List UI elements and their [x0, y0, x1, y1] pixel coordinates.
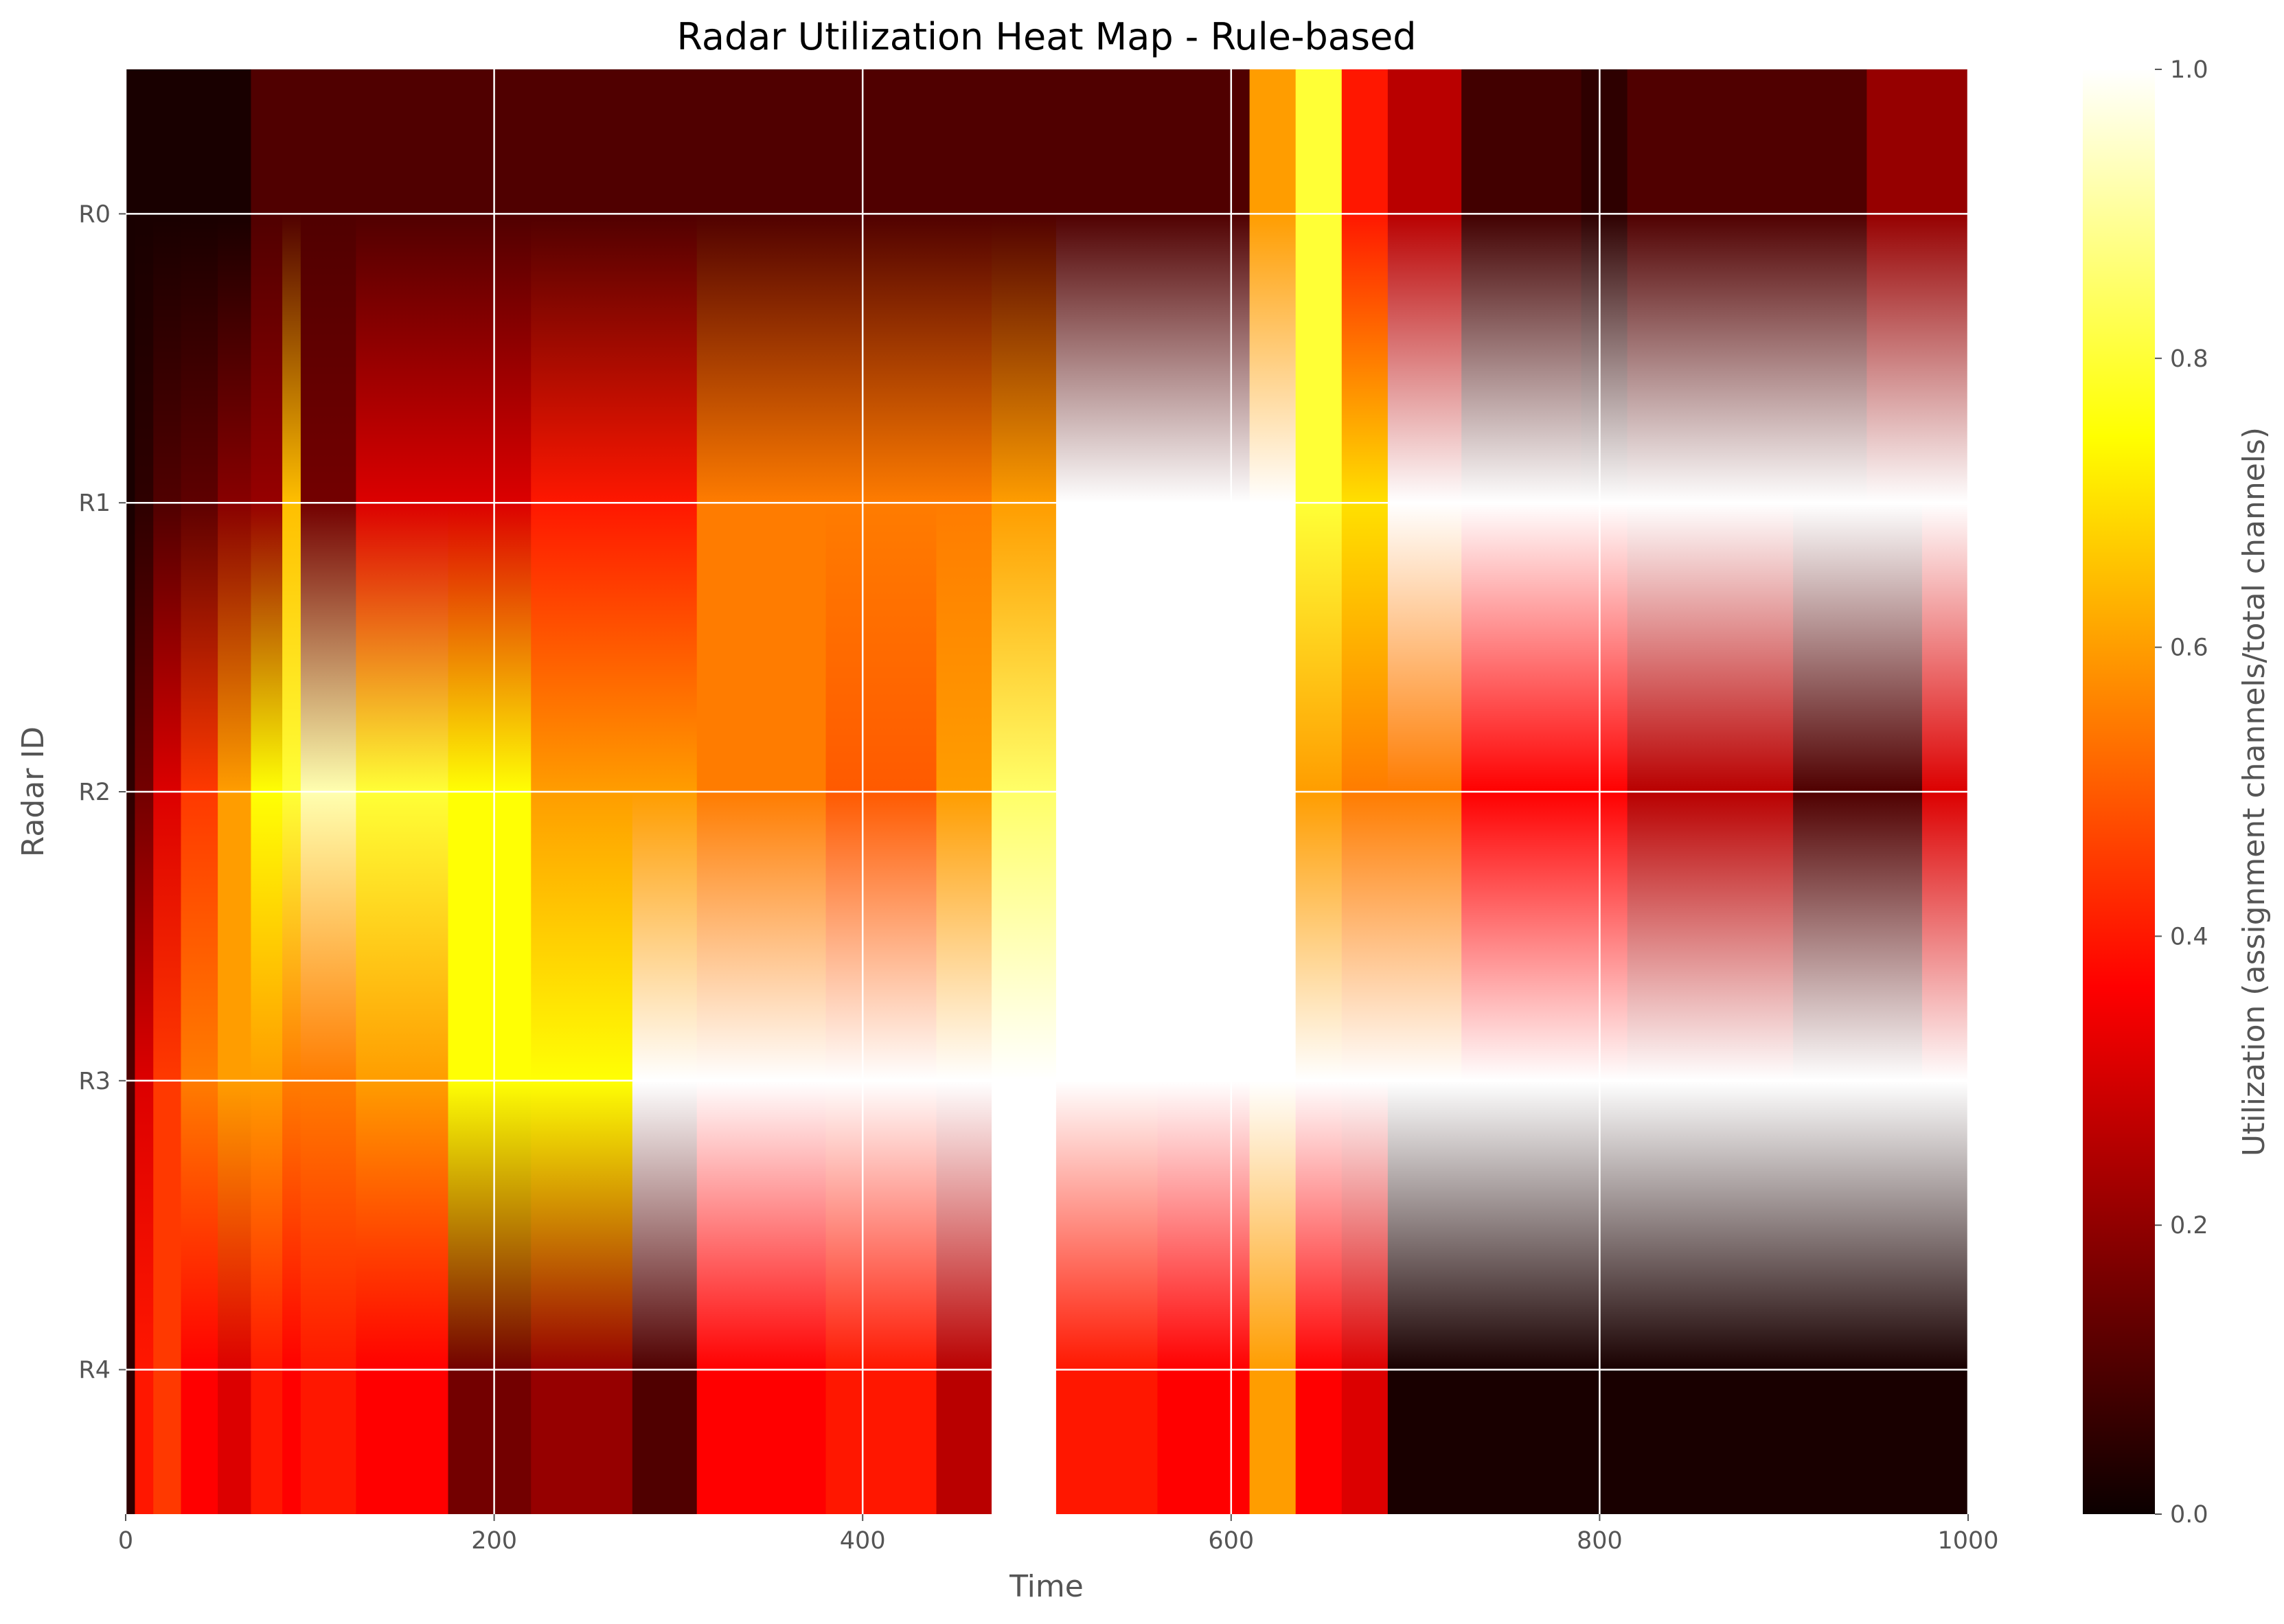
x-tick-label: 800 [1577, 1527, 1623, 1555]
y-tick-label: R3 [78, 1068, 111, 1095]
colorbar-tick-label: 1.0 [2170, 56, 2208, 84]
y-tick-label: R2 [78, 779, 111, 806]
colorbar-label: Utilization (assignment channels/total c… [2237, 427, 2272, 1156]
x-tick-label: 200 [471, 1527, 517, 1555]
x-axis-label: Time [1009, 1569, 1084, 1604]
grid-lines [126, 69, 1968, 1514]
chart-title: Radar Utilization Heat Map - Rule-based [677, 15, 1417, 58]
colorbar [2083, 69, 2155, 1514]
x-axis: 0 200 400 600 800 1000 [118, 1514, 1999, 1555]
y-tick-label: R4 [78, 1357, 111, 1384]
y-tick-label: R1 [78, 490, 111, 517]
x-tick-label: 400 [840, 1527, 886, 1555]
colorbar-tick-label: 0.4 [2170, 923, 2208, 950]
colorbar-tick-label: 0.2 [2170, 1212, 2208, 1239]
x-tick-label: 1000 [1937, 1527, 1998, 1555]
plot-area [126, 69, 1968, 1514]
y-axis-label: Radar ID [16, 727, 51, 857]
x-tick-label: 600 [1208, 1527, 1254, 1555]
y-tick-label: R0 [78, 201, 111, 228]
colorbar-axis: 0.0 0.2 0.4 0.6 0.8 1.0 [2155, 56, 2208, 1529]
y-axis: R0 R1 R2 R3 R4 [78, 201, 126, 1384]
colorbar-tick-label: 0.6 [2170, 634, 2208, 662]
x-tick-label: 0 [118, 1527, 133, 1555]
colorbar-tick-label: 0.0 [2170, 1501, 2208, 1529]
colorbar-tick-label: 0.8 [2170, 345, 2208, 373]
